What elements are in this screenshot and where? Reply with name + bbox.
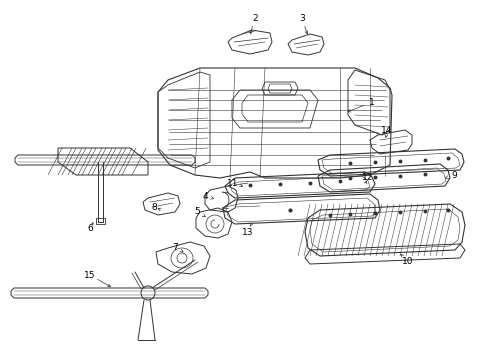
Text: 3: 3 — [299, 14, 304, 23]
Text: 7: 7 — [172, 243, 178, 252]
Text: 14: 14 — [381, 126, 392, 135]
Text: 2: 2 — [252, 14, 257, 23]
Text: 15: 15 — [84, 270, 96, 279]
Text: 13: 13 — [242, 228, 253, 237]
Text: 6: 6 — [87, 224, 93, 233]
Text: 11: 11 — [227, 179, 238, 188]
Text: 8: 8 — [151, 202, 157, 212]
Text: 4: 4 — [202, 192, 207, 201]
Text: 12: 12 — [362, 172, 373, 181]
Text: 10: 10 — [402, 257, 413, 266]
Text: 5: 5 — [194, 207, 200, 216]
Text: 9: 9 — [450, 171, 456, 180]
Text: 1: 1 — [368, 98, 374, 107]
